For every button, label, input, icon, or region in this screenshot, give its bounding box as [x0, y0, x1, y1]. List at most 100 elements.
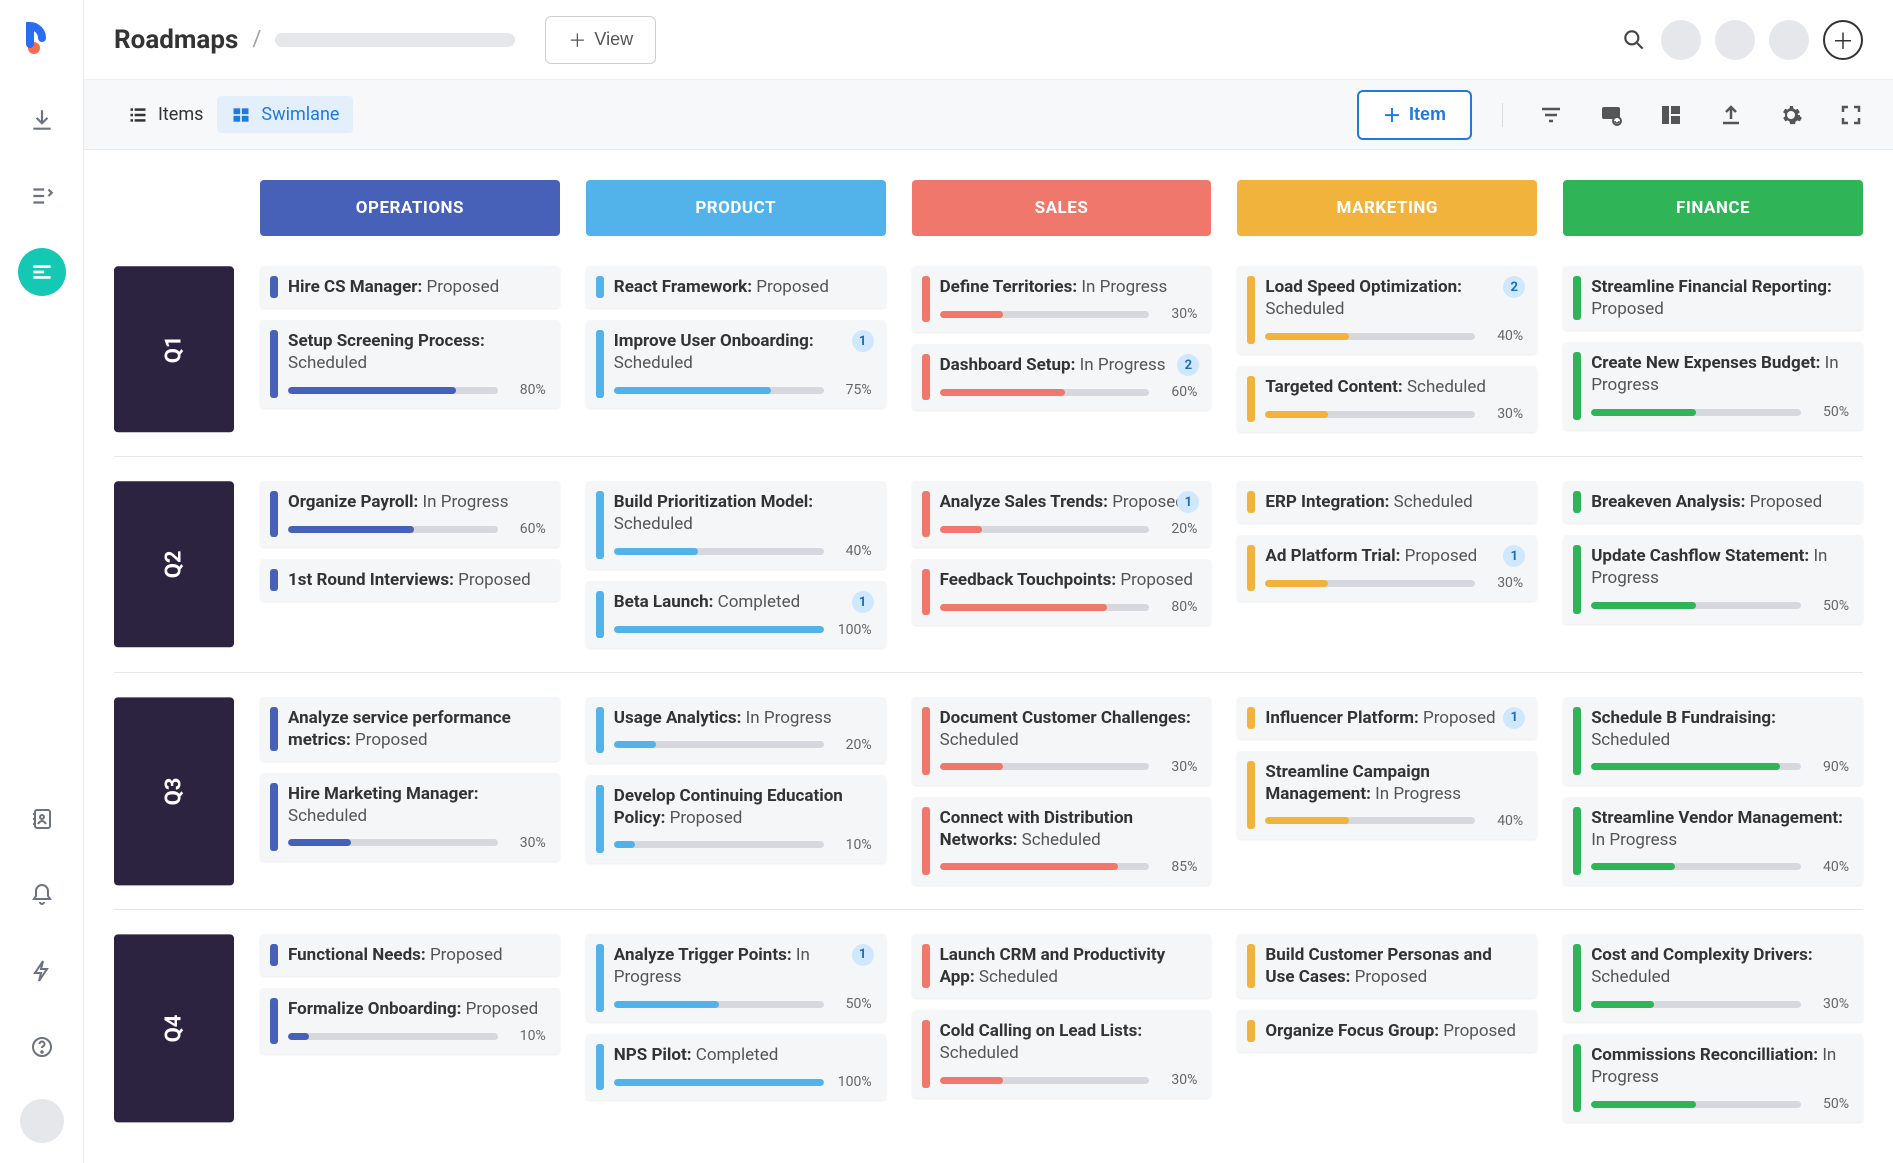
gear-icon[interactable]	[1779, 103, 1803, 127]
help-icon[interactable]	[18, 1023, 66, 1071]
card[interactable]: Schedule B Fundraising: Scheduled90%	[1563, 697, 1863, 785]
progress-track	[1591, 763, 1801, 770]
card[interactable]: Analyze service performance metrics: Pro…	[260, 697, 560, 761]
add-item-button[interactable]: ＋ Item	[1357, 90, 1472, 140]
lane-header-operations: OPERATIONS	[260, 180, 560, 236]
header-avatar-1[interactable]	[1661, 20, 1701, 60]
card[interactable]: Targeted Content: Scheduled30%	[1237, 366, 1537, 432]
lane-header-marketing: MARKETING	[1237, 180, 1537, 236]
progress-percent: 30%	[1811, 996, 1849, 1012]
card[interactable]: Cost and Complexity Drivers: Scheduled30…	[1563, 934, 1863, 1022]
card[interactable]: Feedback Touchpoints: Proposed80%	[912, 559, 1212, 625]
card[interactable]: Commissions Reconcilliation: In Progress…	[1563, 1034, 1863, 1122]
card[interactable]: Streamline Financial Reporting: Proposed	[1563, 266, 1863, 330]
card[interactable]: React Framework: Proposed	[586, 266, 886, 308]
layout-icon[interactable]	[1659, 103, 1683, 127]
card[interactable]: Setup Screening Process: Scheduled80%	[260, 320, 560, 408]
import-icon[interactable]	[18, 96, 66, 144]
search-icon[interactable]	[1621, 27, 1647, 53]
card[interactable]: Hire CS Manager: Proposed	[260, 266, 560, 308]
page-title: Roadmaps	[114, 25, 238, 55]
progress-track	[1591, 1001, 1801, 1008]
swimlane-view-toggle[interactable]: Swimlane	[217, 96, 353, 133]
card-body: Targeted Content: Scheduled30%	[1265, 376, 1523, 422]
swimlane-nav-icon[interactable]	[18, 248, 66, 296]
card-body: Analyze Sales Trends: Proposed20%	[940, 491, 1198, 537]
card-progress: 75%	[614, 382, 872, 398]
card-stripe	[1573, 276, 1581, 320]
card[interactable]: Influencer Platform: Proposed1	[1237, 697, 1537, 739]
app-logo[interactable]	[24, 20, 60, 56]
items-view-toggle[interactable]: Items	[114, 96, 217, 133]
card[interactable]: Analyze Trigger Points: In Progress50%1	[586, 934, 886, 1022]
card[interactable]: Formalize Onboarding: Proposed10%	[260, 988, 560, 1054]
user-avatar[interactable]	[20, 1099, 64, 1143]
card[interactable]: Build Prioritization Model: Scheduled40%	[586, 481, 886, 569]
card[interactable]: Analyze Sales Trends: Proposed20%1	[912, 481, 1212, 547]
card-body: Hire CS Manager: Proposed	[288, 276, 546, 298]
card[interactable]: Organize Focus Group: Proposed	[1237, 1010, 1537, 1052]
card[interactable]: Usage Analytics: In Progress20%	[586, 697, 886, 763]
card-status: Proposed	[1443, 1021, 1516, 1041]
contacts-icon[interactable]	[18, 795, 66, 843]
add-member-button[interactable]: ＋	[1823, 20, 1863, 60]
card[interactable]: Functional Needs: Proposed	[260, 934, 560, 976]
card[interactable]: Define Territories: In Progress30%	[912, 266, 1212, 332]
progress-percent: 60%	[508, 521, 546, 537]
card[interactable]: Build Customer Personas and Use Cases: P…	[1237, 934, 1537, 998]
card[interactable]: Document Customer Challenges: Scheduled3…	[912, 697, 1212, 785]
progress-percent: 30%	[508, 835, 546, 851]
card[interactable]: Streamline Vendor Management: In Progres…	[1563, 797, 1863, 885]
progress-percent: 40%	[834, 543, 872, 559]
card[interactable]: Update Cashflow Statement: In Progress50…	[1563, 535, 1863, 623]
card-title-line: Load Speed Optimization: Scheduled	[1265, 276, 1523, 320]
list-icon[interactable]	[18, 172, 66, 220]
card-title-line: Develop Continuing Education Policy: Pro…	[614, 785, 872, 829]
card[interactable]: Connect with Distribution Networks: Sche…	[912, 797, 1212, 885]
card-status: Proposed	[1355, 967, 1428, 987]
card[interactable]: Improve User Onboarding: Scheduled75%1	[586, 320, 886, 408]
card-status: Proposed	[1591, 299, 1664, 319]
bell-icon[interactable]	[18, 871, 66, 919]
cell-q2-operations: Organize Payroll: In Progress60%1st Roun…	[260, 481, 560, 647]
card[interactable]: Beta Launch: Completed100%1	[586, 581, 886, 647]
expand-icon[interactable]	[1839, 103, 1863, 127]
card[interactable]: Hire Marketing Manager: Scheduled30%	[260, 773, 560, 861]
card[interactable]: Organize Payroll: In Progress60%	[260, 481, 560, 547]
card-title: Ad Platform Trial:	[1265, 546, 1404, 566]
filter-icon[interactable]	[1539, 103, 1563, 127]
header-avatar-2[interactable]	[1715, 20, 1755, 60]
progress-fill	[940, 311, 1003, 318]
progress-percent: 30%	[1159, 759, 1197, 775]
add-view-button[interactable]: ＋ View	[545, 16, 656, 64]
progress-percent: 30%	[1159, 306, 1197, 322]
bolt-icon[interactable]	[18, 947, 66, 995]
app-root: Roadmaps / ＋ View ＋ Items	[0, 0, 1893, 1163]
card[interactable]: 1st Round Interviews: Proposed	[260, 559, 560, 601]
card-title-line: Functional Needs: Proposed	[288, 944, 546, 966]
card[interactable]: NPS Pilot: Completed100%	[586, 1034, 886, 1100]
header-avatar-3[interactable]	[1769, 20, 1809, 60]
export-icon[interactable]	[1719, 103, 1743, 127]
card[interactable]: Dashboard Setup: In Progress60%2	[912, 344, 1212, 410]
progress-track	[614, 741, 824, 748]
card-body: Cold Calling on Lead Lists: Scheduled30%	[940, 1020, 1198, 1088]
card[interactable]: Cold Calling on Lead Lists: Scheduled30%	[912, 1010, 1212, 1098]
card[interactable]: Breakeven Analysis: Proposed	[1563, 481, 1863, 523]
card[interactable]: Create New Expenses Budget: In Progress5…	[1563, 342, 1863, 430]
card[interactable]: ERP Integration: Scheduled	[1237, 481, 1537, 523]
card-body: NPS Pilot: Completed100%	[614, 1044, 872, 1090]
card-body: Beta Launch: Completed100%	[614, 591, 872, 637]
progress-track	[940, 763, 1150, 770]
card-body: React Framework: Proposed	[614, 276, 872, 298]
card[interactable]: Ad Platform Trial: Proposed30%1	[1237, 535, 1537, 601]
link-icon[interactable]	[1599, 103, 1623, 127]
card[interactable]: Develop Continuing Education Policy: Pro…	[586, 775, 886, 863]
card-title-line: Influencer Platform: Proposed	[1265, 707, 1523, 729]
cell-q4-product: Analyze Trigger Points: In Progress50%1 N…	[586, 934, 886, 1122]
card-title: Dashboard Setup:	[940, 355, 1080, 375]
card[interactable]: Load Speed Optimization: Scheduled40%2	[1237, 266, 1537, 354]
card[interactable]: Launch CRM and Productivity App: Schedul…	[912, 934, 1212, 998]
card[interactable]: Streamline Campaign Management: In Progr…	[1237, 751, 1537, 839]
card-status: In Progress	[423, 492, 509, 512]
